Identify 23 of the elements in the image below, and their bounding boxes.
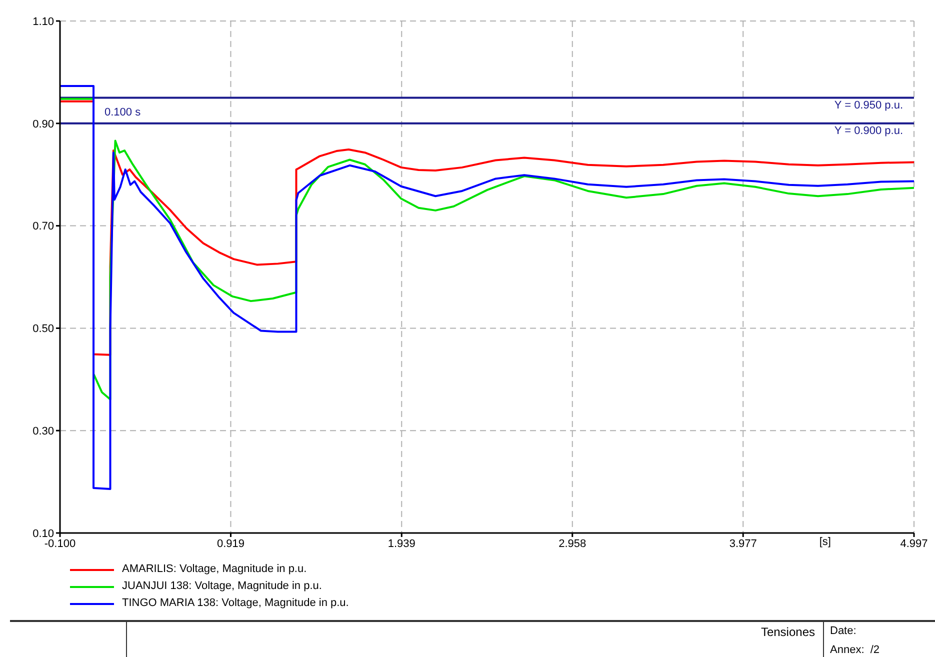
legend-label: JUANJUI 138: Voltage, Magnitude in p.u. [122, 579, 322, 594]
ref-line-label: Y = 0.900 p.u. [834, 125, 903, 138]
x-tick-label: -0.100 [44, 538, 76, 550]
y-tick-label: 0.50 [32, 323, 54, 336]
text: Annex: /2 [830, 644, 880, 656]
x-axis-title: [s] [819, 536, 831, 548]
x-tick-label: 3.977 [729, 538, 757, 550]
annotation: 0.100 s [104, 106, 142, 118]
x-tick-label: 1.939 [388, 538, 416, 550]
ref-line-label: Y = 0.950 p.u. [834, 100, 903, 112]
legend-label: AMARILIS: Voltage, Magnitude in p.u. [122, 562, 307, 577]
text: Tensiones [760, 625, 815, 639]
y-tick-label: 1.10 [32, 16, 54, 28]
y-tick-label: 0.70 [32, 220, 54, 233]
x-tick-label: 4.997 [900, 538, 928, 550]
y-tick-label: 0.90 [32, 118, 54, 130]
text: Date: [830, 625, 856, 637]
x-tick-label: 2.958 [558, 538, 586, 550]
legend-label: TINGO MARIA 138: Voltage, Magnitude in p.u. [122, 596, 349, 611]
x-tick-label: 0.919 [216, 538, 244, 550]
line-series [60, 85, 914, 490]
y-tick-label: 0.10 [32, 528, 54, 540]
y-tick-label: 0.30 [32, 426, 54, 438]
